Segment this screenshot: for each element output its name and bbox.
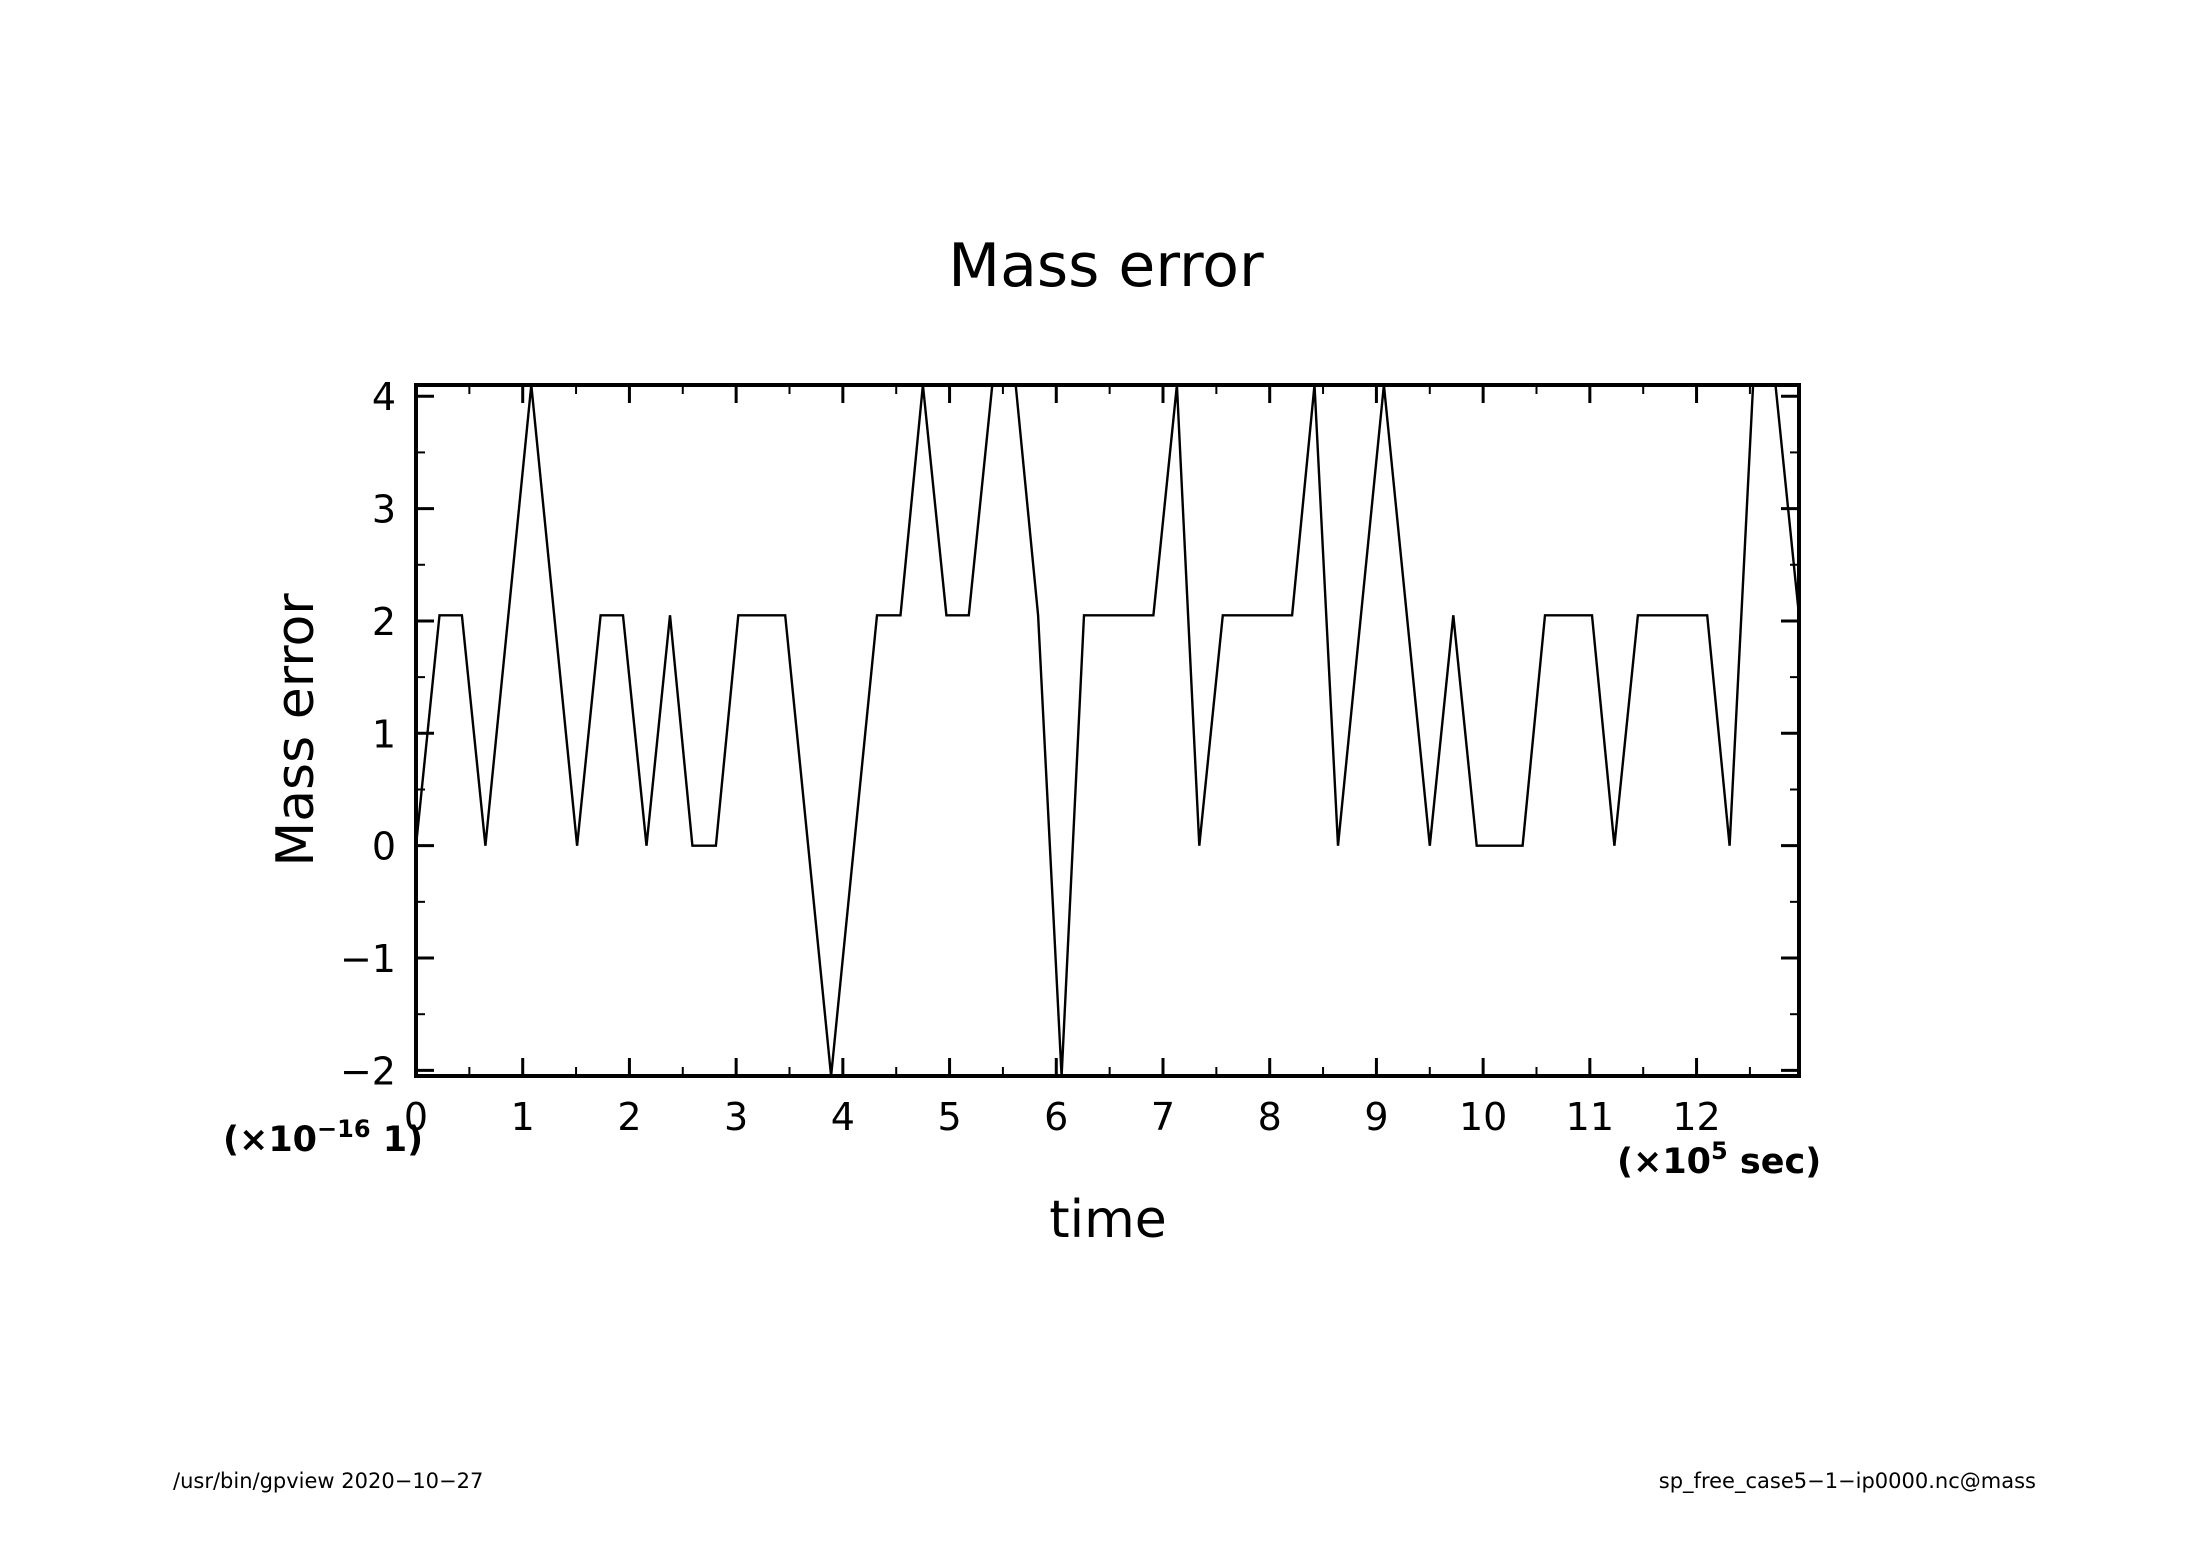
y-tick-label: −1: [340, 937, 396, 981]
x-tick-label: 2: [617, 1095, 641, 1139]
x-scale-exponent: 5: [1711, 1137, 1728, 1165]
y-scale-suffix: 1): [371, 1120, 424, 1160]
x-tick-label: 11: [1566, 1095, 1614, 1139]
x-tick-label: 8: [1258, 1095, 1282, 1139]
x-tick-label: 6: [1044, 1095, 1068, 1139]
chart-title: Mass error: [948, 231, 1264, 301]
x-tick-label: 1: [511, 1095, 535, 1139]
footer-right: sp_free_case5−1−ip0000.nc@mass: [1659, 1469, 2036, 1494]
y-axis-ticks: −2 −1 0 1 2 3 4: [340, 375, 1799, 1093]
footer-left: /usr/bin/gpview 2020−10−27: [173, 1469, 483, 1493]
y-scale-factor: (×10−16 1): [223, 1115, 423, 1160]
y-tick-label: 0: [372, 825, 396, 869]
x-tick-label: 12: [1672, 1095, 1720, 1139]
x-scale-prefix: (×10: [1617, 1142, 1711, 1182]
x-scale-factor: (×105 sec): [1617, 1137, 1821, 1182]
x-axis-ticks: 0 1 2 3 4 5 6 7 8 9 10 11 12: [404, 385, 1751, 1139]
y-axis-label: Mass error: [266, 593, 326, 867]
x-tick-label: 9: [1364, 1095, 1388, 1139]
x-tick-label: 10: [1459, 1095, 1507, 1139]
plot-frame: [414, 383, 1801, 1078]
y-tick-label: 1: [372, 712, 396, 756]
series-line: [414, 383, 1801, 1077]
y-tick-label: −2: [340, 1049, 396, 1093]
y-scale-prefix: (×10: [223, 1120, 317, 1160]
x-tick-label: 3: [724, 1095, 748, 1139]
x-tick-label: 0: [404, 1095, 428, 1139]
x-scale-suffix: sec): [1728, 1142, 1822, 1182]
x-tick-label: 4: [831, 1095, 855, 1139]
y-scale-exponent: −16: [317, 1115, 371, 1143]
x-tick-label: 7: [1151, 1095, 1175, 1139]
x-axis-label: time: [1049, 1190, 1166, 1250]
y-tick-label: 4: [372, 375, 396, 419]
y-tick-label: 2: [372, 600, 396, 644]
x-tick-label: 5: [937, 1095, 961, 1139]
y-tick-label: 3: [372, 488, 396, 532]
